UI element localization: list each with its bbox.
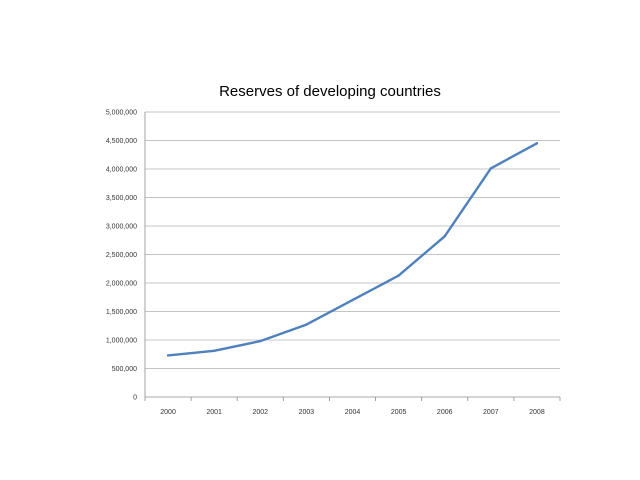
y-tick-label: 4,500,000 xyxy=(106,138,137,145)
series-group xyxy=(166,142,539,357)
x-tick-label: 2008 xyxy=(529,409,545,416)
data-point xyxy=(305,323,308,326)
y-tick-label: 1,000,000 xyxy=(106,338,137,345)
x-tick-label: 2000 xyxy=(160,409,176,416)
data-point xyxy=(489,167,493,170)
series-line xyxy=(166,142,539,357)
y-tick-label: 5,000,000 xyxy=(106,110,137,117)
y-tick-label: 3,500,000 xyxy=(106,195,137,202)
chart-title: Reserves of developing countries xyxy=(219,83,441,100)
data-point xyxy=(166,354,170,357)
x-tick-label: 2005 xyxy=(391,409,407,416)
x-axis: 2000 2001 2002 2003 2004 2005 2006 2007 2008 xyxy=(144,112,561,416)
y-tick-label: 4,000,000 xyxy=(106,167,137,174)
x-tick-label: 2004 xyxy=(345,409,361,416)
x-tick-label: 2002 xyxy=(252,409,268,416)
gridlines xyxy=(145,111,560,369)
y-axis-tick-labels: 0 500,000 1,000,000 1,500,000 2,000,000 2,500… xyxy=(106,110,137,402)
x-tick-label: 2006 xyxy=(437,409,453,416)
data-point xyxy=(535,142,539,145)
data-point xyxy=(212,349,216,353)
x-tick-label: 2001 xyxy=(206,409,222,416)
data-point xyxy=(351,298,354,302)
y-tick-label: 1,500,000 xyxy=(106,309,137,316)
y-tick-label: 2,500,000 xyxy=(106,252,137,259)
data-point xyxy=(259,339,262,343)
y-tick-label: 0 xyxy=(133,395,137,402)
y-tick-label: 500,000 xyxy=(112,366,137,373)
data-point xyxy=(443,235,446,238)
x-tick-label: 2007 xyxy=(483,409,499,416)
x-tick-label: 2003 xyxy=(299,409,315,416)
data-point xyxy=(397,274,400,277)
y-tick-label: 2,000,000 xyxy=(106,281,137,288)
y-tick-label: 3,000,000 xyxy=(106,224,137,231)
